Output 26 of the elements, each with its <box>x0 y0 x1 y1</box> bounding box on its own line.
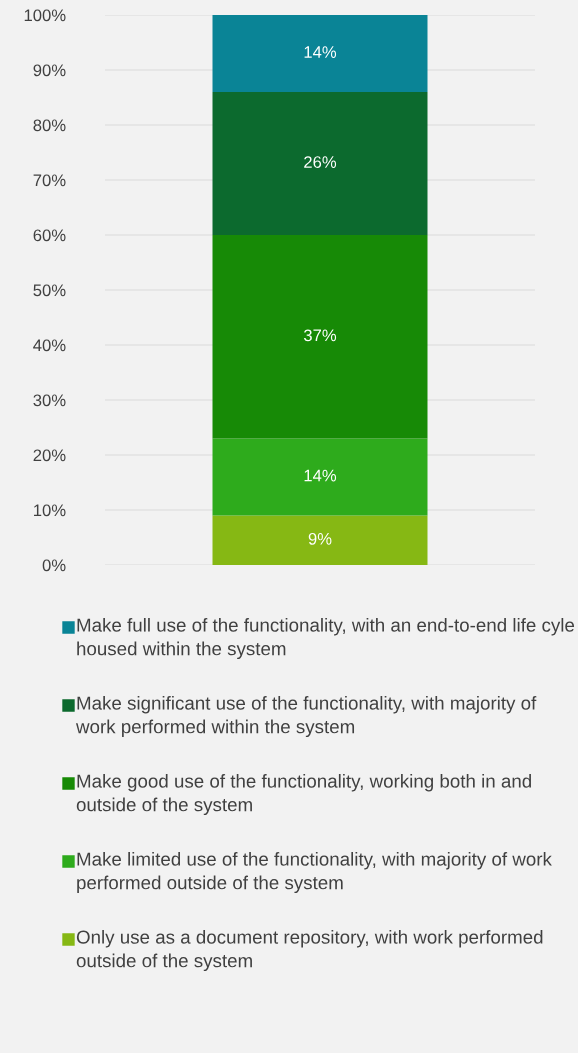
legend-label: Make limited use of the functionality, with majority of work performed outside of the system <box>77 852 552 894</box>
y-tick-label: 100% <box>24 9 66 22</box>
legend-label: Make good use of the functionality, working both in and outside of the system <box>76 774 531 816</box>
bar <box>212 92 428 235</box>
y-tick-label: 30% <box>33 394 66 407</box>
y-tick-label: 0% <box>42 559 66 572</box>
legend-label: Only use as a document repository, with work performed outside of the system <box>76 930 543 972</box>
legend-label: Make full use of the functionality, with an end-to-end life cyle housed within the system <box>77 618 575 660</box>
y-tick-label: 80% <box>33 119 66 132</box>
data-label: 9% <box>308 532 332 545</box>
data-label: 26% <box>304 156 337 168</box>
data-label: 37% <box>303 329 337 342</box>
bar <box>212 15 428 92</box>
y-tick-label: 70% <box>33 174 66 187</box>
y-tick-label: 40% <box>33 339 66 352</box>
data-label: 14% <box>304 469 337 482</box>
bar <box>212 515 428 565</box>
bar <box>212 235 428 439</box>
y-tick-label: 50% <box>33 284 66 297</box>
y-tick-label: 90% <box>33 64 66 77</box>
y-tick-label: 20% <box>33 449 66 462</box>
bar <box>212 438 428 516</box>
y-tick-label: 60% <box>33 229 66 242</box>
legend-label: Make significant use of the functionality, with majority of work performed within the system <box>75 696 537 738</box>
y-tick-label: 10% <box>34 504 66 517</box>
data-label: 14% <box>304 46 337 58</box>
